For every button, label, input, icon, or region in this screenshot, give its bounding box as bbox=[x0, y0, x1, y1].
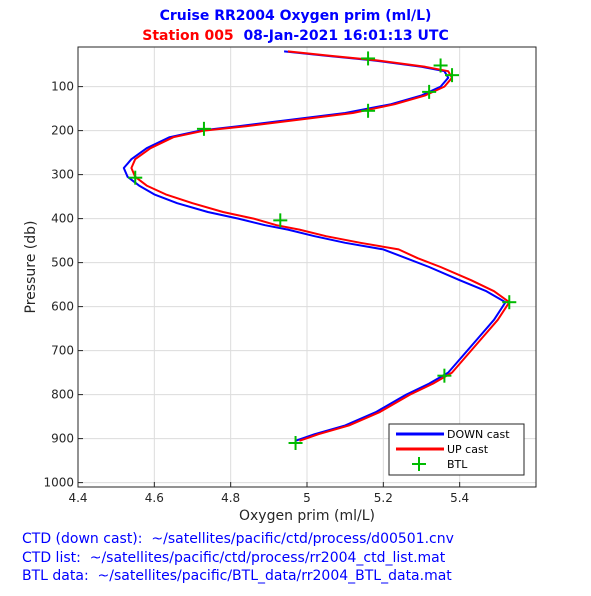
x-tick-label: 5 bbox=[303, 491, 311, 505]
legend: DOWN cast UP cast BTL bbox=[388, 423, 525, 476]
btl-marker bbox=[128, 170, 143, 185]
legend-btl-label: BTL bbox=[447, 458, 468, 471]
y-tick-label: 300 bbox=[51, 168, 74, 182]
x-tick-label: 4.8 bbox=[221, 491, 240, 505]
legend-up-label: UP cast bbox=[447, 443, 489, 456]
station-label: Station 005 bbox=[142, 28, 234, 44]
legend-down-label: DOWN cast bbox=[447, 428, 510, 441]
chart-title: Cruise RR2004 Oxygen prim (ml/L) bbox=[159, 8, 432, 24]
up-cast-line bbox=[130, 50, 511, 442]
y-tick-label: 900 bbox=[51, 432, 74, 446]
legend-btl-marker bbox=[412, 457, 426, 471]
footer-ctd-down-cast: CTD (down cast): ~/satellites/pacific/ct… bbox=[22, 531, 454, 547]
btl-marker bbox=[422, 84, 437, 99]
btl-marker bbox=[502, 295, 517, 310]
btl-marker bbox=[361, 103, 376, 118]
y-tick-label: 800 bbox=[51, 388, 74, 402]
datetime-label: 08-Jan-2021 16:01:13 UTC bbox=[243, 28, 449, 44]
btl-marker bbox=[273, 213, 288, 228]
btl-marker bbox=[288, 436, 303, 450]
y-tick-label: 200 bbox=[51, 124, 74, 138]
btl-marker bbox=[361, 51, 376, 66]
y-tick-label: 600 bbox=[51, 300, 74, 314]
btl-marker bbox=[437, 368, 452, 383]
btl-marker bbox=[196, 121, 211, 136]
btl-marker bbox=[445, 68, 460, 83]
y-tick-label: 500 bbox=[51, 256, 74, 270]
x-tick-label: 4.6 bbox=[145, 491, 164, 505]
x-tick-label: 5.4 bbox=[450, 491, 469, 505]
footer-btl-data: BTL data: ~/satellites/pacific/BTL_data/… bbox=[22, 568, 452, 584]
x-tick-label: 5.2 bbox=[374, 491, 393, 505]
series-layer bbox=[122, 50, 517, 450]
y-tick-label: 700 bbox=[51, 344, 74, 358]
footer-ctd-list: CTD list: ~/satellites/pacific/ctd/proce… bbox=[22, 550, 446, 566]
x-tick-label: 4.4 bbox=[68, 491, 87, 505]
y-tick-label: 1000 bbox=[43, 476, 74, 490]
btl-marker bbox=[433, 58, 448, 73]
down-cast-line bbox=[122, 50, 507, 442]
chart-subtitle: Station 005 08-Jan-2021 16:01:13 UTC bbox=[0, 28, 591, 44]
y-tick-label: 100 bbox=[51, 80, 74, 94]
axis-ticks: 4.4 4.6 4.8 5 5.2 5.4 100 200 300 400 500 600 700 800… bbox=[43, 80, 469, 505]
y-axis-label: Pressure (db) bbox=[23, 221, 39, 314]
oxygen-profile-chart: 4.4 4.6 4.8 5 5.2 5.4 100 200 300 400 500 600 700 800… bbox=[23, 46, 537, 524]
y-tick-label: 400 bbox=[51, 212, 74, 226]
x-axis-label: Oxygen prim (ml/L) bbox=[239, 508, 375, 524]
